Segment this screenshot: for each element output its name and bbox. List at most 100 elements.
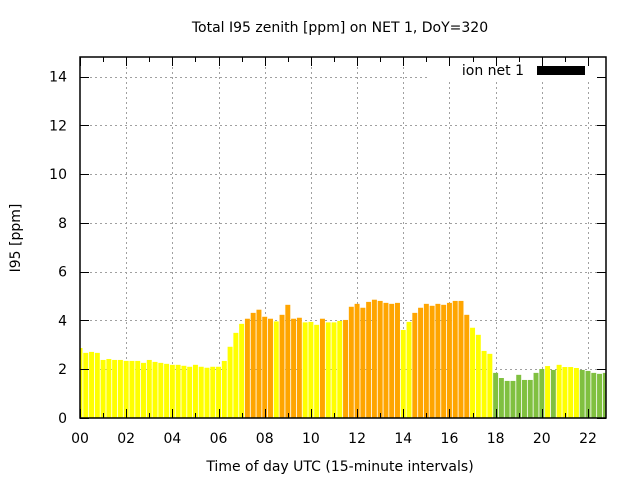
bar (400, 329, 406, 418)
bar (464, 314, 470, 418)
bar (325, 322, 331, 418)
bar (591, 372, 597, 419)
bar (412, 312, 418, 418)
bar (192, 364, 198, 418)
x-tick-label: 14 (394, 431, 412, 447)
y-tick-labels: 0 2 4 6 8 10 12 14 (49, 70, 67, 427)
chart-title: Total I95 zenith [ppm] on NET 1, DoY=320 (191, 20, 488, 36)
bar (573, 368, 579, 418)
bar (221, 360, 227, 418)
bar (239, 323, 245, 418)
bar (423, 303, 429, 418)
bar (273, 321, 279, 418)
bar (319, 318, 325, 418)
bar (204, 367, 210, 418)
bar (481, 350, 487, 418)
x-tick-label: 08 (256, 431, 274, 447)
y-tick-label: 2 (58, 362, 67, 378)
x-tick-label: 18 (487, 431, 505, 447)
bar (89, 351, 95, 418)
bar (418, 307, 424, 418)
bar (291, 318, 297, 418)
bar (337, 320, 343, 418)
bar (435, 303, 441, 418)
bar (112, 359, 118, 418)
bar (441, 304, 447, 418)
bar (579, 369, 585, 418)
bar (406, 321, 412, 418)
bar (527, 379, 533, 418)
x-tick-label: 00 (71, 431, 89, 447)
bar (343, 319, 349, 418)
bar (141, 362, 146, 418)
x-axis-label: Time of day UTC (15-minute intervals) (205, 459, 473, 475)
bar (510, 380, 516, 418)
plot-frame (79, 56, 607, 419)
bar (504, 380, 510, 418)
bar (106, 358, 112, 418)
bar (100, 359, 106, 418)
y-tick-label: 0 (58, 411, 67, 427)
y-tick-label: 6 (58, 265, 67, 281)
bar (429, 305, 435, 418)
x-tick-label: 10 (302, 431, 320, 447)
bar (233, 332, 239, 418)
x-tick-label: 04 (163, 431, 181, 447)
bar (216, 366, 222, 418)
bar (585, 370, 591, 418)
bar (152, 361, 158, 418)
bar (268, 318, 273, 418)
x-tick-labels: 00 02 04 06 08 10 12 14 16 18 20 22 (71, 431, 597, 447)
bar (487, 353, 493, 418)
bar (354, 303, 360, 418)
y-axis-label: I95 [ppm] (8, 204, 24, 273)
x-tick-label: 06 (210, 431, 228, 447)
y-tick-label: 8 (58, 216, 67, 232)
legend-label: ion net 1 (462, 63, 524, 79)
bar (545, 366, 551, 418)
bar (498, 378, 504, 418)
bar (539, 368, 545, 418)
bar (302, 322, 308, 418)
bar (314, 324, 320, 418)
bar (227, 346, 233, 418)
bar (210, 366, 216, 418)
bar (516, 374, 522, 418)
bar (493, 372, 499, 419)
bar (522, 379, 527, 418)
bar (94, 352, 100, 418)
bar (470, 327, 476, 418)
bar (389, 303, 395, 418)
bar (602, 372, 606, 419)
bar (123, 360, 129, 418)
bar (556, 364, 562, 418)
y-tick-label: 12 (49, 118, 67, 134)
bars (80, 299, 606, 419)
y-tick-label: 4 (58, 313, 67, 329)
bar (452, 300, 458, 418)
y-tick-label: 14 (49, 70, 67, 86)
bar (187, 366, 193, 418)
bar (285, 304, 291, 418)
bar (181, 365, 187, 418)
bar (80, 348, 83, 418)
bar (395, 302, 400, 418)
x-tick-label: 16 (441, 431, 459, 447)
bar (175, 364, 181, 418)
bar (562, 367, 568, 418)
bar (568, 367, 574, 418)
bar (83, 352, 89, 418)
bar (146, 359, 152, 418)
bar (377, 300, 383, 418)
y-tick-label: 10 (49, 167, 67, 183)
x-tick-label: 22 (579, 431, 597, 447)
bar (533, 372, 539, 419)
bar (164, 363, 170, 418)
axis-ticks (80, 57, 606, 419)
bar (366, 301, 372, 418)
bar (446, 302, 452, 418)
bar (296, 317, 302, 418)
bar (360, 307, 366, 418)
bar (256, 309, 262, 418)
